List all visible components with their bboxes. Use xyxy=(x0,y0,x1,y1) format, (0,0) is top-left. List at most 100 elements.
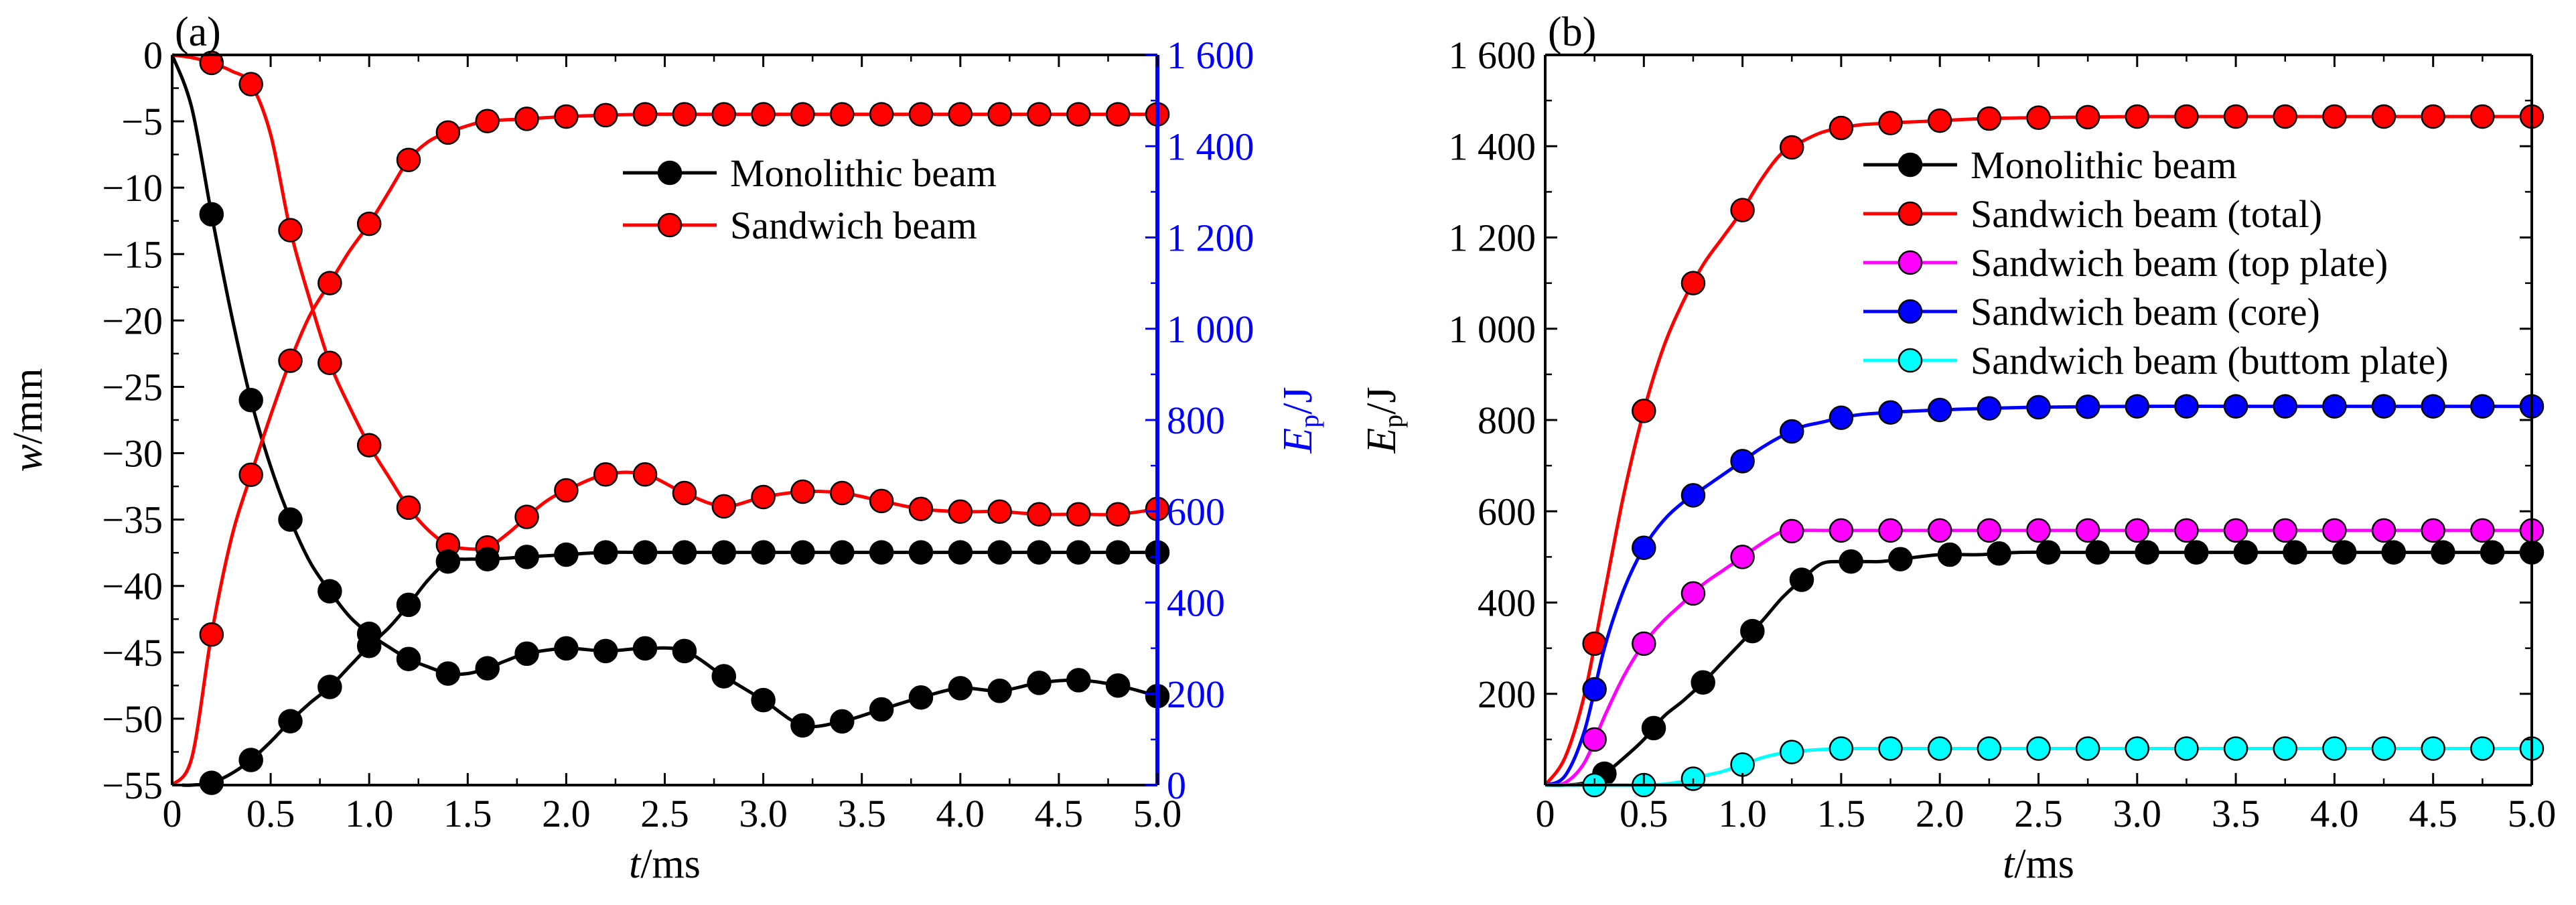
x-axis-label: t/ms xyxy=(2003,841,2074,887)
series-2 xyxy=(172,50,1170,560)
y-tick-label: 1 600 xyxy=(1449,33,1536,77)
x-axis-label: t/ms xyxy=(629,841,701,887)
legend-label-3: Sandwich beam (top plate) xyxy=(1971,241,2388,285)
data-point-s2-5 xyxy=(356,433,382,458)
data-point-s3-23 xyxy=(1066,540,1091,565)
data-point-s3-17 xyxy=(2371,518,2396,543)
data-point-s3-15 xyxy=(751,540,776,565)
x-tick-label: 5.0 xyxy=(2508,792,2557,835)
data-point-s4-8 xyxy=(475,109,500,134)
data-point-s2-12 xyxy=(2125,104,2150,129)
data-point-s4-5 xyxy=(1780,419,1804,444)
data-point-s5-10 xyxy=(2026,736,2051,761)
data-point-s1-6 xyxy=(396,646,421,671)
data-point-s3-3 xyxy=(1680,581,1706,606)
data-point-s4-7 xyxy=(1878,400,1903,425)
data-point-s3-15 xyxy=(2273,518,2297,543)
data-point-s3-24 xyxy=(1105,540,1131,565)
x-tick-label: 4.5 xyxy=(1035,792,1084,835)
data-point-s2-7 xyxy=(1878,111,1903,135)
data-point-s4-14 xyxy=(2223,394,2248,419)
data-point-s2-22 xyxy=(1027,502,1052,527)
series-line-3 xyxy=(182,550,1157,787)
data-point-s4-9 xyxy=(1977,396,2002,421)
data-point-s5-16 xyxy=(2322,736,2347,761)
data-point-s3-16 xyxy=(2322,518,2347,543)
data-point-s3-14 xyxy=(2223,518,2248,543)
data-point-s2-9 xyxy=(1977,106,2002,131)
data-point-s1-12 xyxy=(2135,540,2159,565)
data-point-s1-21 xyxy=(987,679,1012,703)
x-tick-label: 0 xyxy=(163,792,182,835)
data-point-s1-1 xyxy=(199,202,224,227)
series-line-1 xyxy=(172,54,1158,729)
x-tick-label: 4.5 xyxy=(2409,792,2457,835)
data-point-s2-14 xyxy=(711,494,737,519)
data-point-s3-18 xyxy=(2421,518,2445,543)
data-point-s4-2 xyxy=(238,462,263,487)
data-point-s2-2 xyxy=(238,72,263,96)
y-tick-label: 200 xyxy=(1478,673,1536,716)
data-point-s3-19 xyxy=(908,540,934,565)
x-tick-label: 0.5 xyxy=(1620,792,1668,835)
data-point-s5-11 xyxy=(2075,736,2100,761)
data-point-s5-14 xyxy=(2223,736,2248,761)
panel-label: (b) xyxy=(1548,9,1596,55)
data-point-s1-11 xyxy=(593,638,618,664)
data-point-s2-20 xyxy=(948,499,973,524)
data-point-s4-19 xyxy=(908,102,934,127)
legend-marker-4 xyxy=(1898,299,1923,324)
data-point-s4-14 xyxy=(711,102,737,127)
data-point-s4-4 xyxy=(1730,449,1755,474)
data-point-s3-9 xyxy=(514,545,539,569)
data-point-s4-13 xyxy=(2174,394,2199,419)
data-point-s2-4 xyxy=(317,350,342,376)
series-3 xyxy=(182,540,1170,795)
data-point-s5-18 xyxy=(2421,736,2445,761)
data-point-s3-1 xyxy=(199,770,224,795)
data-point-s5-6 xyxy=(1829,736,1854,761)
legend-marker-2 xyxy=(657,212,683,238)
y-tick-label: −40 xyxy=(102,565,163,608)
data-point-s4-22 xyxy=(1027,102,1052,127)
data-point-s4-12 xyxy=(2125,394,2150,419)
data-point-s1-11 xyxy=(2085,540,2110,565)
data-point-s4-23 xyxy=(1066,102,1091,127)
data-point-s3-14 xyxy=(711,540,737,565)
data-point-s2-15 xyxy=(751,484,776,510)
data-point-s4-6 xyxy=(1829,405,1854,430)
data-point-s4-12 xyxy=(632,102,658,127)
y-axis-label-ep: Ep/J xyxy=(1359,387,1408,454)
data-point-s3-10 xyxy=(554,542,579,567)
data-point-s5-15 xyxy=(2273,736,2297,761)
data-point-s1-4 xyxy=(317,579,342,604)
data-point-s3-21 xyxy=(987,540,1012,565)
data-point-s3-20 xyxy=(948,540,973,565)
data-point-s5-19 xyxy=(2470,736,2495,761)
legend-label-4: Sandwich beam (core) xyxy=(1971,290,2320,334)
data-point-s4-1 xyxy=(199,622,224,647)
data-point-s5-8 xyxy=(1927,736,1952,761)
data-point-s1-8 xyxy=(475,656,500,681)
data-point-s1-3 xyxy=(1691,670,1715,695)
data-point-s3-6 xyxy=(1829,518,1854,543)
x-tick-label: 0 xyxy=(1536,792,1555,835)
data-point-s1-10 xyxy=(554,636,579,661)
data-point-s1-9 xyxy=(1987,541,2011,566)
y-tick-label: −45 xyxy=(102,631,163,675)
legend: Monolithic beam Sandwich beam xyxy=(623,151,997,247)
y-tick-label: −5 xyxy=(121,100,163,143)
data-point-s1-22 xyxy=(1027,671,1052,695)
data-point-s1-13 xyxy=(2184,540,2209,565)
data-point-s2-6 xyxy=(1829,115,1854,141)
data-point-s3-1 xyxy=(1582,727,1607,752)
y-right-tick-label: 1 000 xyxy=(1167,307,1255,351)
y-tick-label: 0 xyxy=(143,33,163,77)
data-point-s3-11 xyxy=(593,540,618,565)
data-point-s3-5 xyxy=(356,633,382,658)
data-point-s1-24 xyxy=(1105,673,1131,698)
data-point-s3-12 xyxy=(2125,518,2150,543)
series-line-2 xyxy=(172,53,1158,551)
data-point-s4-20 xyxy=(948,102,973,127)
data-point-s3-8 xyxy=(1927,518,1952,543)
